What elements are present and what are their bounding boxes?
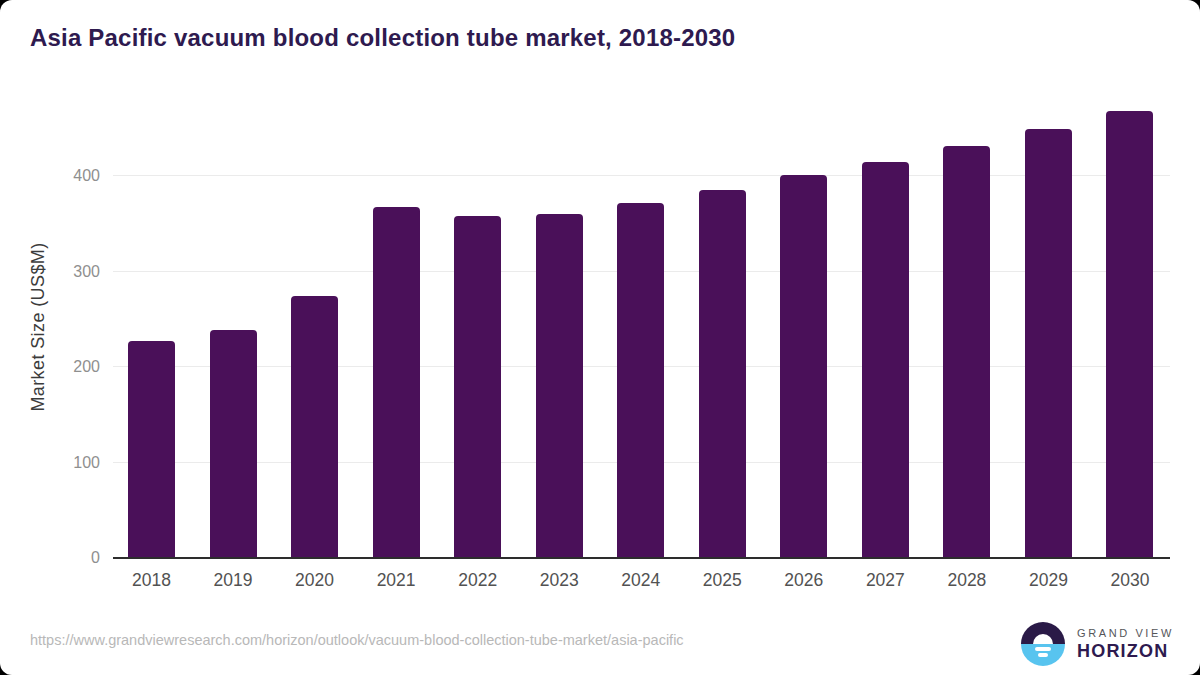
x-tick-label-2024: 2024 — [605, 570, 677, 591]
bar-2018 — [128, 341, 175, 558]
chart-title: Asia Pacific vacuum blood collection tub… — [30, 24, 735, 52]
grand-view-horizon-logo: GRAND VIEW HORIZON — [1021, 622, 1174, 666]
bar-2026 — [780, 175, 827, 558]
bar-2027 — [862, 162, 909, 558]
y-tick-label-300: 300 — [54, 263, 100, 281]
x-tick-label-2026: 2026 — [768, 570, 840, 591]
x-tick-label-2030: 2030 — [1094, 570, 1166, 591]
horizon-sun-icon — [1021, 622, 1065, 666]
bar-2023 — [536, 214, 583, 558]
logo-brand-line2: HORIZON — [1077, 641, 1174, 662]
bar-2020 — [291, 296, 338, 558]
logo-reflection-dash — [1035, 647, 1051, 651]
logo-brand-line1: GRAND VIEW — [1077, 627, 1174, 639]
x-tick-label-2029: 2029 — [1012, 570, 1084, 591]
bar-2028 — [943, 146, 990, 558]
bar-2029 — [1025, 129, 1072, 558]
x-tick-label-2019: 2019 — [197, 570, 269, 591]
y-tick-label-0: 0 — [54, 549, 100, 567]
y-tick-label-200: 200 — [54, 358, 100, 376]
source-url: https://www.grandviewresearch.com/horizo… — [30, 632, 684, 648]
bar-2030 — [1106, 111, 1153, 558]
chart-card: Asia Pacific vacuum blood collection tub… — [0, 0, 1200, 675]
x-tick-label-2020: 2020 — [279, 570, 351, 591]
x-tick-label-2028: 2028 — [931, 570, 1003, 591]
x-tick-label-2025: 2025 — [686, 570, 758, 591]
y-tick-label-100: 100 — [54, 454, 100, 472]
bar-chart-plot-area: Market Size (US$M) 010020030040020182019… — [113, 95, 1170, 558]
logo-reflection-dash — [1038, 653, 1048, 657]
y-tick-label-400: 400 — [54, 167, 100, 185]
x-tick-label-2018: 2018 — [116, 570, 188, 591]
bar-2021 — [373, 207, 420, 558]
gridline-400 — [113, 175, 1170, 176]
bar-2025 — [699, 190, 746, 558]
y-axis-title: Market Size (US$M) — [28, 242, 49, 411]
x-tick-label-2022: 2022 — [442, 570, 514, 591]
x-tick-label-2021: 2021 — [360, 570, 432, 591]
logo-wordmark: GRAND VIEW HORIZON — [1077, 627, 1174, 662]
bar-2019 — [210, 330, 257, 558]
x-tick-label-2023: 2023 — [523, 570, 595, 591]
bar-2022 — [454, 216, 501, 558]
x-tick-label-2027: 2027 — [849, 570, 921, 591]
x-axis-line — [113, 557, 1170, 559]
bar-2024 — [617, 203, 664, 558]
